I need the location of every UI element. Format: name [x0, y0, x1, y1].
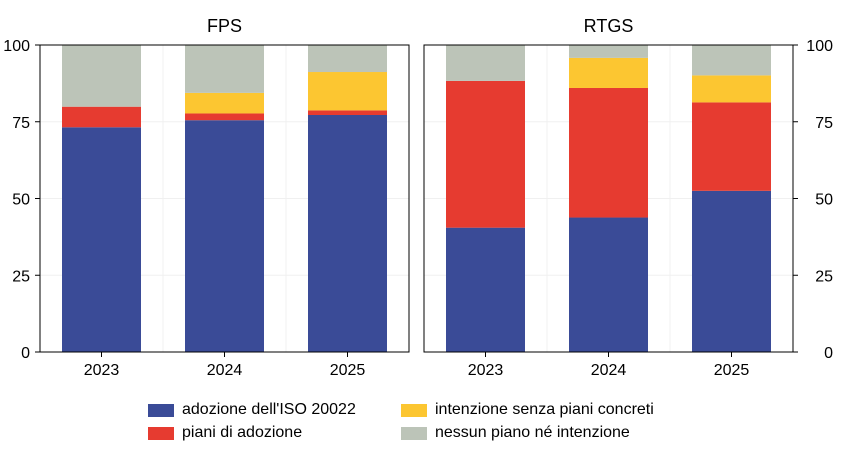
legend-swatch-plans — [148, 426, 174, 440]
y-tick-label-fps-25: 25 — [12, 268, 30, 285]
bar-rtgs-2025-adoption — [692, 190, 771, 352]
legend-label-none: nessun piano né intenzione — [435, 424, 630, 441]
y-tick-label-fps-50: 50 — [12, 192, 30, 209]
panel-title-rtgs: RTGS — [584, 16, 634, 36]
y-tick-label-rtgs-25: 25 — [815, 268, 833, 285]
x-tick-label-fps-2023: 2023 — [84, 362, 120, 379]
legend-swatch-adoption — [148, 403, 174, 417]
x-tick-label-fps-2025: 2025 — [330, 362, 366, 379]
y-tick-label-rtgs-100: 100 — [806, 38, 833, 55]
x-tick-label-fps-2024: 2024 — [207, 362, 243, 379]
y-tick-label-fps-75: 75 — [12, 115, 30, 132]
legend-label-intention: intenzione senza piani concreti — [435, 401, 654, 418]
bar-fps-2025-plans — [308, 110, 387, 115]
y-tick-label-fps-100: 100 — [3, 38, 30, 55]
legend-item-intention: intenzione senza piani concreti — [401, 401, 654, 419]
bar-fps-2025-adoption — [308, 114, 387, 352]
bar-rtgs-2025-intention — [692, 75, 771, 103]
bar-rtgs-2024-adoption — [569, 217, 648, 352]
bar-fps-2024-intention — [185, 92, 264, 114]
bar-rtgs-2023-adoption — [446, 227, 525, 352]
panel-frame-fps — [39, 44, 410, 353]
y-tick-label-rtgs-75: 75 — [815, 115, 833, 132]
bar-fps-2023-adoption — [62, 127, 141, 352]
y-tick-label-rtgs-0: 0 — [824, 345, 833, 362]
panel-title-fps: FPS — [207, 16, 242, 36]
bar-fps-2023-none — [62, 45, 141, 107]
bar-fps-2023-plans — [62, 106, 141, 128]
legend-label-adoption: adozione dell'ISO 20022 — [182, 401, 356, 418]
legend-item-adoption: adozione dell'ISO 20022 — [148, 401, 356, 419]
bar-rtgs-2025-plans — [692, 102, 771, 191]
bar-rtgs-2025-none — [692, 45, 771, 76]
x-tick-label-rtgs-2025: 2025 — [714, 362, 750, 379]
x-tick-label-rtgs-2023: 2023 — [468, 362, 504, 379]
bar-rtgs-2024-plans — [569, 87, 648, 218]
bar-fps-2025-none — [308, 45, 387, 73]
y-tick-label-rtgs-50: 50 — [815, 192, 833, 209]
bar-rtgs-2024-none — [569, 45, 648, 58]
legend-swatch-intention — [401, 403, 427, 417]
bar-fps-2024-adoption — [185, 120, 264, 352]
bar-rtgs-2023-plans — [446, 80, 525, 228]
legend-swatch-none — [401, 426, 427, 440]
bar-fps-2024-plans — [185, 113, 264, 121]
bar-fps-2024-none — [185, 45, 264, 93]
bar-fps-2025-intention — [308, 72, 387, 111]
x-tick-label-rtgs-2024: 2024 — [591, 362, 627, 379]
bar-rtgs-2024-intention — [569, 57, 648, 88]
legend-item-none: nessun piano né intenzione — [401, 424, 630, 442]
y-tick-label-fps-0: 0 — [21, 345, 30, 362]
legend-item-plans: piani di adozione — [148, 424, 302, 442]
bar-rtgs-2023-none — [446, 45, 525, 81]
panel-frame-rtgs — [423, 44, 794, 353]
legend-label-plans: piani di adozione — [182, 424, 303, 441]
